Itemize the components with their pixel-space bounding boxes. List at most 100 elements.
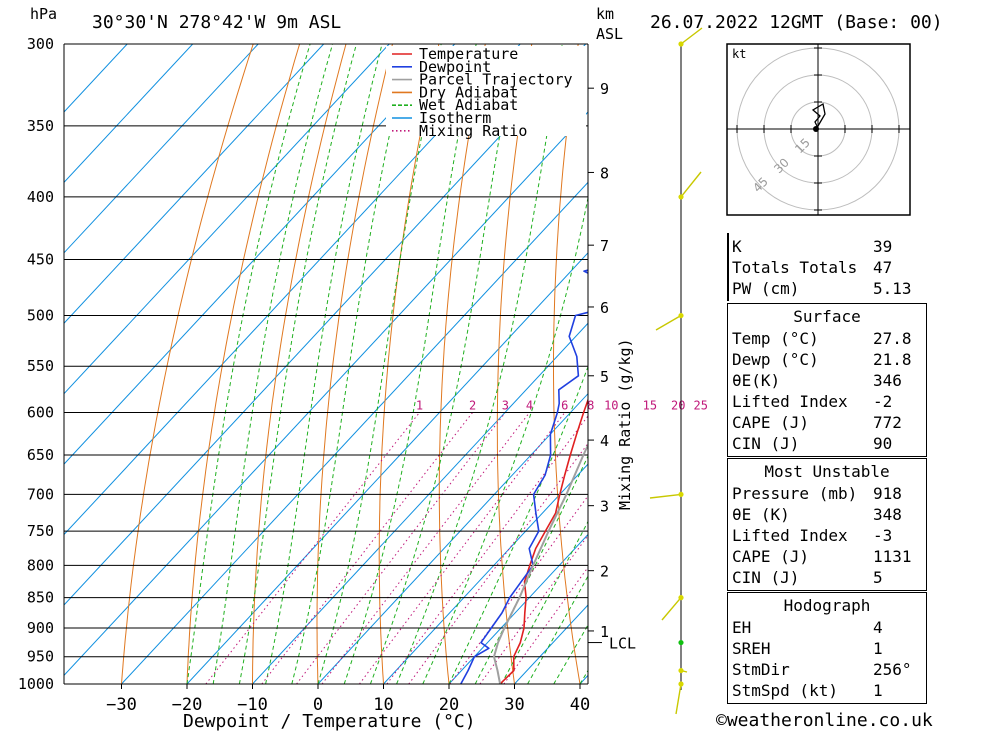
km-tick-label: 5 (600, 368, 609, 386)
most-unstable-box: Most Unstable Pressure (mb) 918 θE (K) 348… (727, 458, 927, 591)
wind-barb-dot (678, 667, 684, 674)
km-tick-label: 2 (600, 563, 609, 581)
wet-adiabat-line (396, 44, 563, 684)
surface-row-cape: CAPE (J) 772 (732, 413, 902, 432)
mu-row-thetae: θE (K) 348 (732, 505, 902, 524)
km-tick-label: 1 (600, 623, 609, 641)
mixing-ratio-tick-label: 20 (671, 399, 685, 413)
wet-adiabat-line (265, 44, 383, 684)
legend-label: Dewpoint (419, 58, 491, 76)
wind-barb-dot (678, 639, 684, 646)
legend-label: Temperature (419, 45, 518, 63)
mixing-ratio-line (479, 534, 588, 684)
dry-adiabat-line (661, 44, 711, 684)
axis-layer: 3003504004505005506006507007508008509009… (18, 35, 636, 715)
dry-adiabat-line (496, 44, 533, 684)
dry-adiabat-line (950, 44, 1000, 684)
x-tick-label: 0 (313, 695, 323, 715)
mixing-ratio-tick-label: 25 (693, 399, 707, 413)
pressure-tick-label: 750 (27, 522, 54, 540)
x-tick-label: 40 (570, 695, 590, 715)
wind-barb (675, 683, 682, 715)
legend-label: Isotherm (419, 109, 491, 127)
dry-adiabat-line (553, 44, 581, 684)
wind-barb (655, 314, 682, 331)
mixing-ratio-tick-label: 6 (561, 399, 568, 413)
wind-barb-dot (678, 312, 684, 319)
mixing-ratio-line (449, 495, 588, 684)
isotherm-line (64, 44, 587, 606)
km-tick-label: 7 (600, 237, 609, 255)
hodo-title: Hodograph (783, 596, 871, 615)
pressure-tick-label: 500 (27, 307, 54, 325)
mixing-ratio-line (386, 415, 588, 684)
wind-barb-column (649, 27, 703, 715)
dry-adiabat-line (316, 44, 393, 684)
km-tick-label: 4 (600, 432, 609, 450)
dry-adiabat-line (438, 44, 486, 684)
km-tick-label: 8 (600, 164, 609, 182)
km-tick-label: 3 (600, 498, 609, 516)
series-layer (460, 269, 588, 684)
credit-link[interactable]: ©weatheronline.co.uk (716, 710, 933, 731)
surface-row-thetae: θE(K) 346 (732, 371, 902, 390)
wind-barb (649, 493, 682, 499)
hodo-row-eh: EH 4 (732, 618, 883, 637)
x-tick-label: −30 (106, 695, 137, 715)
wind-barb (661, 597, 682, 621)
isotherm-line (64, 44, 456, 465)
hodo-row-sreh: SREH 1 (732, 639, 883, 658)
wet-adiabat-line (422, 195, 588, 684)
mixing-ratio-line (503, 566, 588, 684)
surface-row-temp: Temp (°C) 27.8 (732, 329, 912, 348)
x-tick-label: −10 (237, 695, 268, 715)
hodograph-storm-motion (813, 126, 819, 132)
mixing-ratio-tick-label: 3 (502, 399, 509, 413)
pressure-tick-label: 650 (27, 446, 54, 464)
isotherm-line (64, 44, 390, 395)
legend-label: Parcel Trajectory (419, 71, 573, 89)
km-tick-label: 6 (600, 299, 609, 317)
pressure-tick-label: 450 (27, 251, 54, 269)
pressure-tick-label: 350 (27, 117, 54, 135)
mu-row-cape: CAPE (J) 1131 (732, 547, 912, 566)
wind-barb-dot (678, 194, 684, 200)
wind-barb-dot (678, 681, 684, 687)
mixing-ratio-tick-label: 8 (587, 399, 594, 413)
mixing-ratio-axis-label: Mixing Ratio (g/kg) (616, 338, 634, 510)
pressure-tick-label: 900 (27, 619, 54, 637)
surface-row-dewp: Dewp (°C) 21.8 (732, 350, 912, 369)
mixing-ratio-tick-label: 10 (604, 399, 618, 413)
wet-adiabat-line (186, 44, 311, 684)
wet-adiabat-line (474, 454, 588, 684)
surface-row-cin: CIN (J) 90 (732, 434, 893, 453)
legend-background (386, 46, 586, 136)
datetime-title: 26.07.2022 12GMT (Base: 00) (650, 12, 943, 33)
mixing-ratio-tick-label: 15 (643, 399, 657, 413)
mu-title: Most Unstable (764, 462, 890, 481)
pressure-tick-label: 600 (27, 404, 54, 422)
isotherm-line (448, 533, 588, 684)
pressure-tick-label: 550 (27, 357, 54, 375)
wind-barb (680, 171, 702, 198)
pressure-tick-label: 700 (27, 485, 54, 503)
wet-adiabat-line (238, 44, 357, 684)
km-label: km (596, 5, 614, 23)
mu-row-cin: CIN (J) 5 (732, 568, 883, 587)
mixing-ratio-tick-label: 2 (469, 399, 476, 413)
pressure-tick-label: 400 (27, 188, 54, 206)
indices-top-box: K 39 Totals Totals 47 PW (cm) 5.13 (727, 233, 912, 301)
isotherm-line (186, 252, 588, 684)
isotherm-line (64, 44, 259, 254)
hodo-row-stmspd: StmSpd (kt) 1 (732, 681, 883, 700)
dry-adiabat-line (378, 44, 440, 684)
wet-adiabat-line (343, 44, 477, 684)
hodograph-trace (811, 102, 826, 129)
wet-adiabat-line (448, 365, 588, 684)
pressure-tick-label: 1000 (18, 675, 54, 693)
asl-label: ASL (596, 25, 623, 43)
pressure-tick-label: 950 (27, 648, 54, 666)
